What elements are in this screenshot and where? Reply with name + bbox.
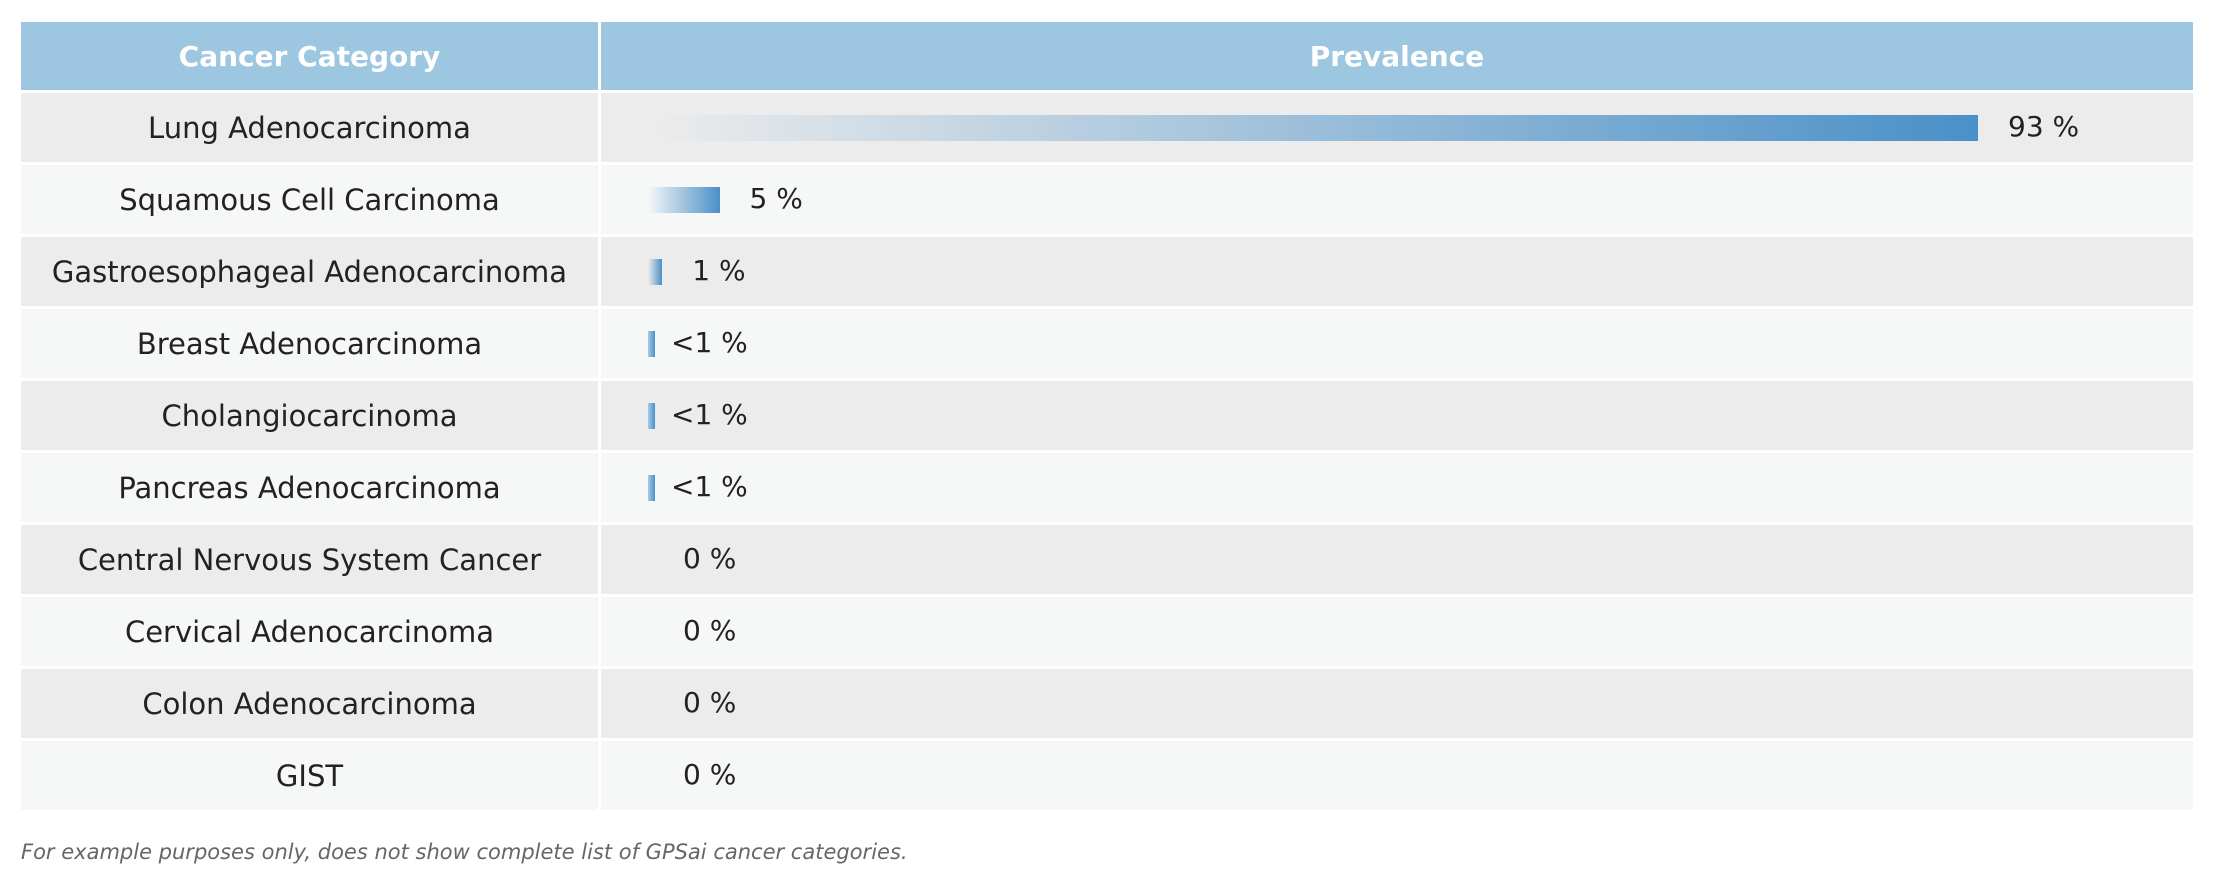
prevalence-cell: 5 % xyxy=(601,165,2193,234)
prevalence-cell: <1 % xyxy=(601,453,2193,522)
prevalence-cell: <1 % xyxy=(601,381,2193,450)
prevalence-bar xyxy=(648,475,655,501)
table-row: GIST 0 % xyxy=(21,741,2193,810)
prevalence-cell: 93 % xyxy=(601,93,2193,162)
table-row: Lung Adenocarcinoma 93 % xyxy=(21,93,2193,162)
table-row: Colon Adenocarcinoma 0 % xyxy=(21,669,2193,738)
prevalence-cell: 0 % xyxy=(601,741,2193,810)
table-header: Cancer Category Prevalence xyxy=(21,22,2193,90)
prevalence-label: 0 % xyxy=(683,686,737,719)
prevalence-bar xyxy=(648,187,720,213)
prevalence-label: 0 % xyxy=(683,614,737,647)
prevalence-cell: 1 % xyxy=(601,237,2193,306)
prevalence-label: <1 % xyxy=(671,470,748,503)
prevalence-table: Cancer Category Prevalence Lung Adenocar… xyxy=(21,22,2193,813)
prevalence-label: 93 % xyxy=(2008,110,2080,143)
table-row: Breast Adenocarcinoma <1 % xyxy=(21,309,2193,378)
cancer-category-cell: Pancreas Adenocarcinoma xyxy=(21,453,598,522)
table-row: Gastroesophageal Adenocarcinoma 1 % xyxy=(21,237,2193,306)
cancer-category-cell: Cervical Adenocarcinoma xyxy=(21,597,598,666)
cancer-category-cell: Cholangiocarcinoma xyxy=(21,381,598,450)
prevalence-bar xyxy=(648,115,1978,141)
table-row: Central Nervous System Cancer 0 % xyxy=(21,525,2193,594)
table-row: Squamous Cell Carcinoma 5 % xyxy=(21,165,2193,234)
prevalence-cell: <1 % xyxy=(601,309,2193,378)
prevalence-bar xyxy=(648,403,655,429)
table-body: Lung Adenocarcinoma 93 % Squamous Cell Car… xyxy=(21,93,2193,810)
table-row: Cervical Adenocarcinoma 0 % xyxy=(21,597,2193,666)
prevalence-bar xyxy=(648,259,663,285)
prevalence-cell: 0 % xyxy=(601,525,2193,594)
footnote: For example purposes only, does not show… xyxy=(21,840,908,864)
prevalence-label: 1 % xyxy=(692,254,746,287)
cancer-category-cell: GIST xyxy=(21,741,598,810)
cancer-category-cell: Squamous Cell Carcinoma xyxy=(21,165,598,234)
prevalence-label: 0 % xyxy=(683,758,737,791)
prevalence-cell: 0 % xyxy=(601,597,2193,666)
prevalence-label: <1 % xyxy=(671,326,748,359)
cancer-category-cell: Central Nervous System Cancer xyxy=(21,525,598,594)
header-prevalence: Prevalence xyxy=(601,22,2193,90)
table-row: Cholangiocarcinoma <1 % xyxy=(21,381,2193,450)
cancer-category-cell: Gastroesophageal Adenocarcinoma xyxy=(21,237,598,306)
cancer-category-cell: Lung Adenocarcinoma xyxy=(21,93,598,162)
header-cancer-category: Cancer Category xyxy=(21,22,598,90)
prevalence-bar xyxy=(648,331,655,357)
prevalence-label: 0 % xyxy=(683,542,737,575)
prevalence-label: <1 % xyxy=(671,398,748,431)
table-row: Pancreas Adenocarcinoma <1 % xyxy=(21,453,2193,522)
cancer-category-cell: Breast Adenocarcinoma xyxy=(21,309,598,378)
prevalence-cell: 0 % xyxy=(601,669,2193,738)
cancer-category-cell: Colon Adenocarcinoma xyxy=(21,669,598,738)
prevalence-label: 5 % xyxy=(749,182,803,215)
